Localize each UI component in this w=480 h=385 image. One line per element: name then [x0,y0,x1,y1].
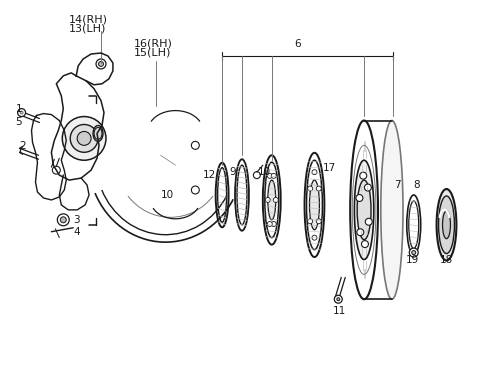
Circle shape [70,124,98,152]
Circle shape [267,221,272,226]
Text: 17: 17 [323,163,336,173]
Circle shape [316,186,321,191]
Circle shape [77,131,91,146]
Text: 12: 12 [203,170,216,180]
Text: 19: 19 [406,254,419,264]
Circle shape [273,198,278,203]
Circle shape [365,218,372,225]
Circle shape [364,184,372,191]
Text: 16(RH): 16(RH) [134,38,173,48]
Circle shape [308,219,312,224]
Ellipse shape [268,180,276,220]
Text: 8: 8 [414,180,420,190]
Text: 13(LH): 13(LH) [69,23,107,33]
Text: 9: 9 [229,167,236,177]
Ellipse shape [443,211,450,239]
Ellipse shape [94,127,102,139]
Ellipse shape [437,189,456,261]
Circle shape [98,62,104,67]
Ellipse shape [354,160,374,259]
Text: 2: 2 [20,141,26,151]
Circle shape [308,186,312,191]
Circle shape [265,198,270,203]
Text: 5: 5 [16,117,22,127]
Text: 7: 7 [394,180,400,190]
Circle shape [412,251,416,254]
Ellipse shape [381,121,403,299]
Circle shape [361,241,369,248]
Text: 14(RH): 14(RH) [69,14,108,24]
Ellipse shape [439,196,455,254]
Circle shape [409,248,418,257]
Circle shape [312,235,317,240]
Text: 18: 18 [440,254,453,264]
Circle shape [253,172,260,179]
Ellipse shape [310,180,319,230]
Circle shape [52,166,60,174]
Ellipse shape [357,180,371,239]
Circle shape [312,170,317,175]
Text: 1: 1 [16,104,22,114]
Circle shape [316,219,321,224]
Circle shape [62,117,106,160]
Text: 10: 10 [161,190,174,200]
Circle shape [271,221,276,226]
Circle shape [18,109,25,117]
Circle shape [57,214,69,226]
Text: 11: 11 [332,306,346,316]
Circle shape [20,111,23,114]
Text: 10: 10 [258,167,271,177]
Circle shape [360,172,367,179]
Circle shape [60,217,66,223]
Text: 4: 4 [73,227,80,237]
Text: 3: 3 [73,215,80,225]
Circle shape [334,295,342,303]
Text: 15(LH): 15(LH) [134,47,171,57]
Ellipse shape [93,126,103,141]
Circle shape [337,298,340,301]
Circle shape [356,194,363,201]
Circle shape [267,173,272,178]
Text: 6: 6 [294,39,301,49]
Circle shape [357,229,364,236]
Circle shape [271,173,276,178]
